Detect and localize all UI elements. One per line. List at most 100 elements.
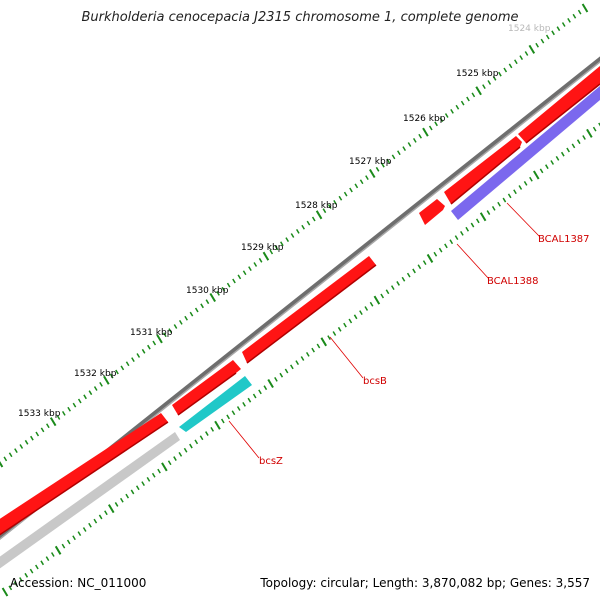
outer-scale-mark <box>156 334 163 344</box>
inner-scale-mark <box>300 356 305 361</box>
inner-scale-mark <box>412 268 416 274</box>
outer-scale-mark <box>178 319 183 325</box>
inner-scale-mark <box>98 514 103 520</box>
outer-scale-mark <box>519 55 524 61</box>
outer-scale-mark <box>232 278 236 284</box>
inner-scale-mark <box>194 439 199 445</box>
inner-scale-mark <box>183 447 188 453</box>
outer-scale-mark <box>141 348 146 354</box>
inner-scale-mark <box>205 431 209 436</box>
leader-bcsZ <box>228 420 260 459</box>
outer-scale-mark <box>61 410 66 416</box>
inner-scale-mark <box>226 414 230 420</box>
outer-scale-mark <box>173 324 178 329</box>
inner-scale-mark <box>327 335 331 341</box>
inner-scale-mark <box>54 545 62 555</box>
reverse-strand-genes <box>0 86 600 572</box>
inner-scale-mark <box>40 560 45 566</box>
gene-forward-1[interactable] <box>518 66 600 143</box>
inner-scale-mark <box>120 497 124 503</box>
outer-scale-mark <box>56 415 61 420</box>
outer-scale-mark <box>422 127 429 137</box>
gene-bcsB[interactable] <box>242 256 376 363</box>
outer-scale-mark <box>322 208 327 214</box>
outer-scale-mark <box>262 251 270 261</box>
inner-scale-mark <box>107 504 115 514</box>
outer-scale-mark <box>540 38 545 44</box>
gene-forward-3[interactable] <box>172 360 241 415</box>
inner-scale-mark <box>178 452 183 457</box>
leader-bcal1387 <box>506 202 541 238</box>
outer-scale-mark <box>189 311 194 317</box>
gene-forward-2[interactable] <box>444 136 522 204</box>
inner-scale-mark <box>337 326 342 332</box>
inner-scale-mark <box>364 306 369 311</box>
label-bcsB[interactable]: bcsB <box>363 376 387 387</box>
outer-scale-mark <box>524 51 529 56</box>
inner-scale-mark <box>449 239 454 245</box>
tick-label-1528: 1528 kbp <box>295 201 338 211</box>
outer-scale-mark <box>365 175 369 180</box>
inner-scale-mark <box>290 364 294 370</box>
outer-scale-mark <box>280 241 284 247</box>
outer-scale-mark <box>567 18 571 23</box>
outer-scale-mark <box>253 262 258 267</box>
inner-scale-mark <box>426 253 434 263</box>
outer-scale-mark <box>8 452 13 458</box>
inner-scale-mark <box>470 222 475 228</box>
inner-scale-mark <box>475 218 480 224</box>
tick-label-1524: 1524 kbp <box>508 24 551 34</box>
gene-bcsZ[interactable] <box>179 376 252 432</box>
outer-scale-mark <box>274 245 279 251</box>
outer-scale-mark <box>444 113 449 118</box>
label-bcsZ[interactable]: bcsZ <box>259 456 283 467</box>
inner-scale-mark <box>61 543 66 549</box>
inner-scale-mark <box>353 314 358 320</box>
label-bcal1388[interactable]: BCAL1388 <box>487 276 539 287</box>
tick-label-1533: 1533 kbp <box>18 409 61 419</box>
inner-scale-mark <box>35 564 39 570</box>
outer-scale-mark <box>120 365 125 371</box>
inner-scale-mark <box>305 351 310 357</box>
inner-scale-mark <box>348 318 353 324</box>
outer-scale-mark <box>434 121 438 127</box>
inner-scale-mark <box>220 418 225 424</box>
inner-scale-mark <box>598 122 600 127</box>
inner-scale-mark <box>242 401 246 407</box>
inner-scale-mark <box>592 126 597 132</box>
outer-scale-mark <box>572 13 577 19</box>
inner-scale-mark <box>390 285 395 291</box>
outer-scale-mark <box>125 361 130 367</box>
outer-scale-mark <box>242 270 247 276</box>
gene-forward-4[interactable] <box>0 413 168 538</box>
accession-label: Accession: NC_011000 <box>10 576 147 590</box>
outer-scale-mark <box>375 166 380 172</box>
inner-scale-mark <box>523 180 528 186</box>
inner-scale-mark <box>406 272 411 278</box>
outer-scale-mark <box>503 67 508 73</box>
outer-scale-mark <box>450 109 454 114</box>
inner-scale-mark <box>465 226 470 232</box>
leader-bcsB <box>329 336 364 379</box>
outer-scale-mark <box>397 150 401 156</box>
outer-scale-mark <box>381 162 385 168</box>
outer-scale-mark <box>285 237 290 243</box>
forward-strand-genes <box>0 66 600 538</box>
inner-scale-mark <box>236 406 241 411</box>
outer-scale-mark <box>581 3 589 13</box>
outer-scale-mark <box>77 398 82 404</box>
inner-scale-mark <box>151 472 156 478</box>
outer-scale-mark <box>369 168 376 178</box>
inner-scale-mark <box>8 585 13 591</box>
inner-scale-mark <box>258 389 262 395</box>
outer-scale-mark <box>88 390 93 396</box>
inner-scale-mark <box>566 147 570 153</box>
gene-bcal1387[interactable] <box>451 86 600 220</box>
outer-scale-mark <box>147 344 151 350</box>
gene-bcal1388[interactable] <box>419 199 445 225</box>
gene-reverse-grey[interactable] <box>0 432 180 572</box>
inner-scale-mark <box>380 293 385 299</box>
label-bcal1387[interactable]: BCAL1387 <box>538 234 590 245</box>
outer-scale-mark <box>46 423 50 429</box>
tick-label-1531: 1531 kbp <box>130 328 173 338</box>
